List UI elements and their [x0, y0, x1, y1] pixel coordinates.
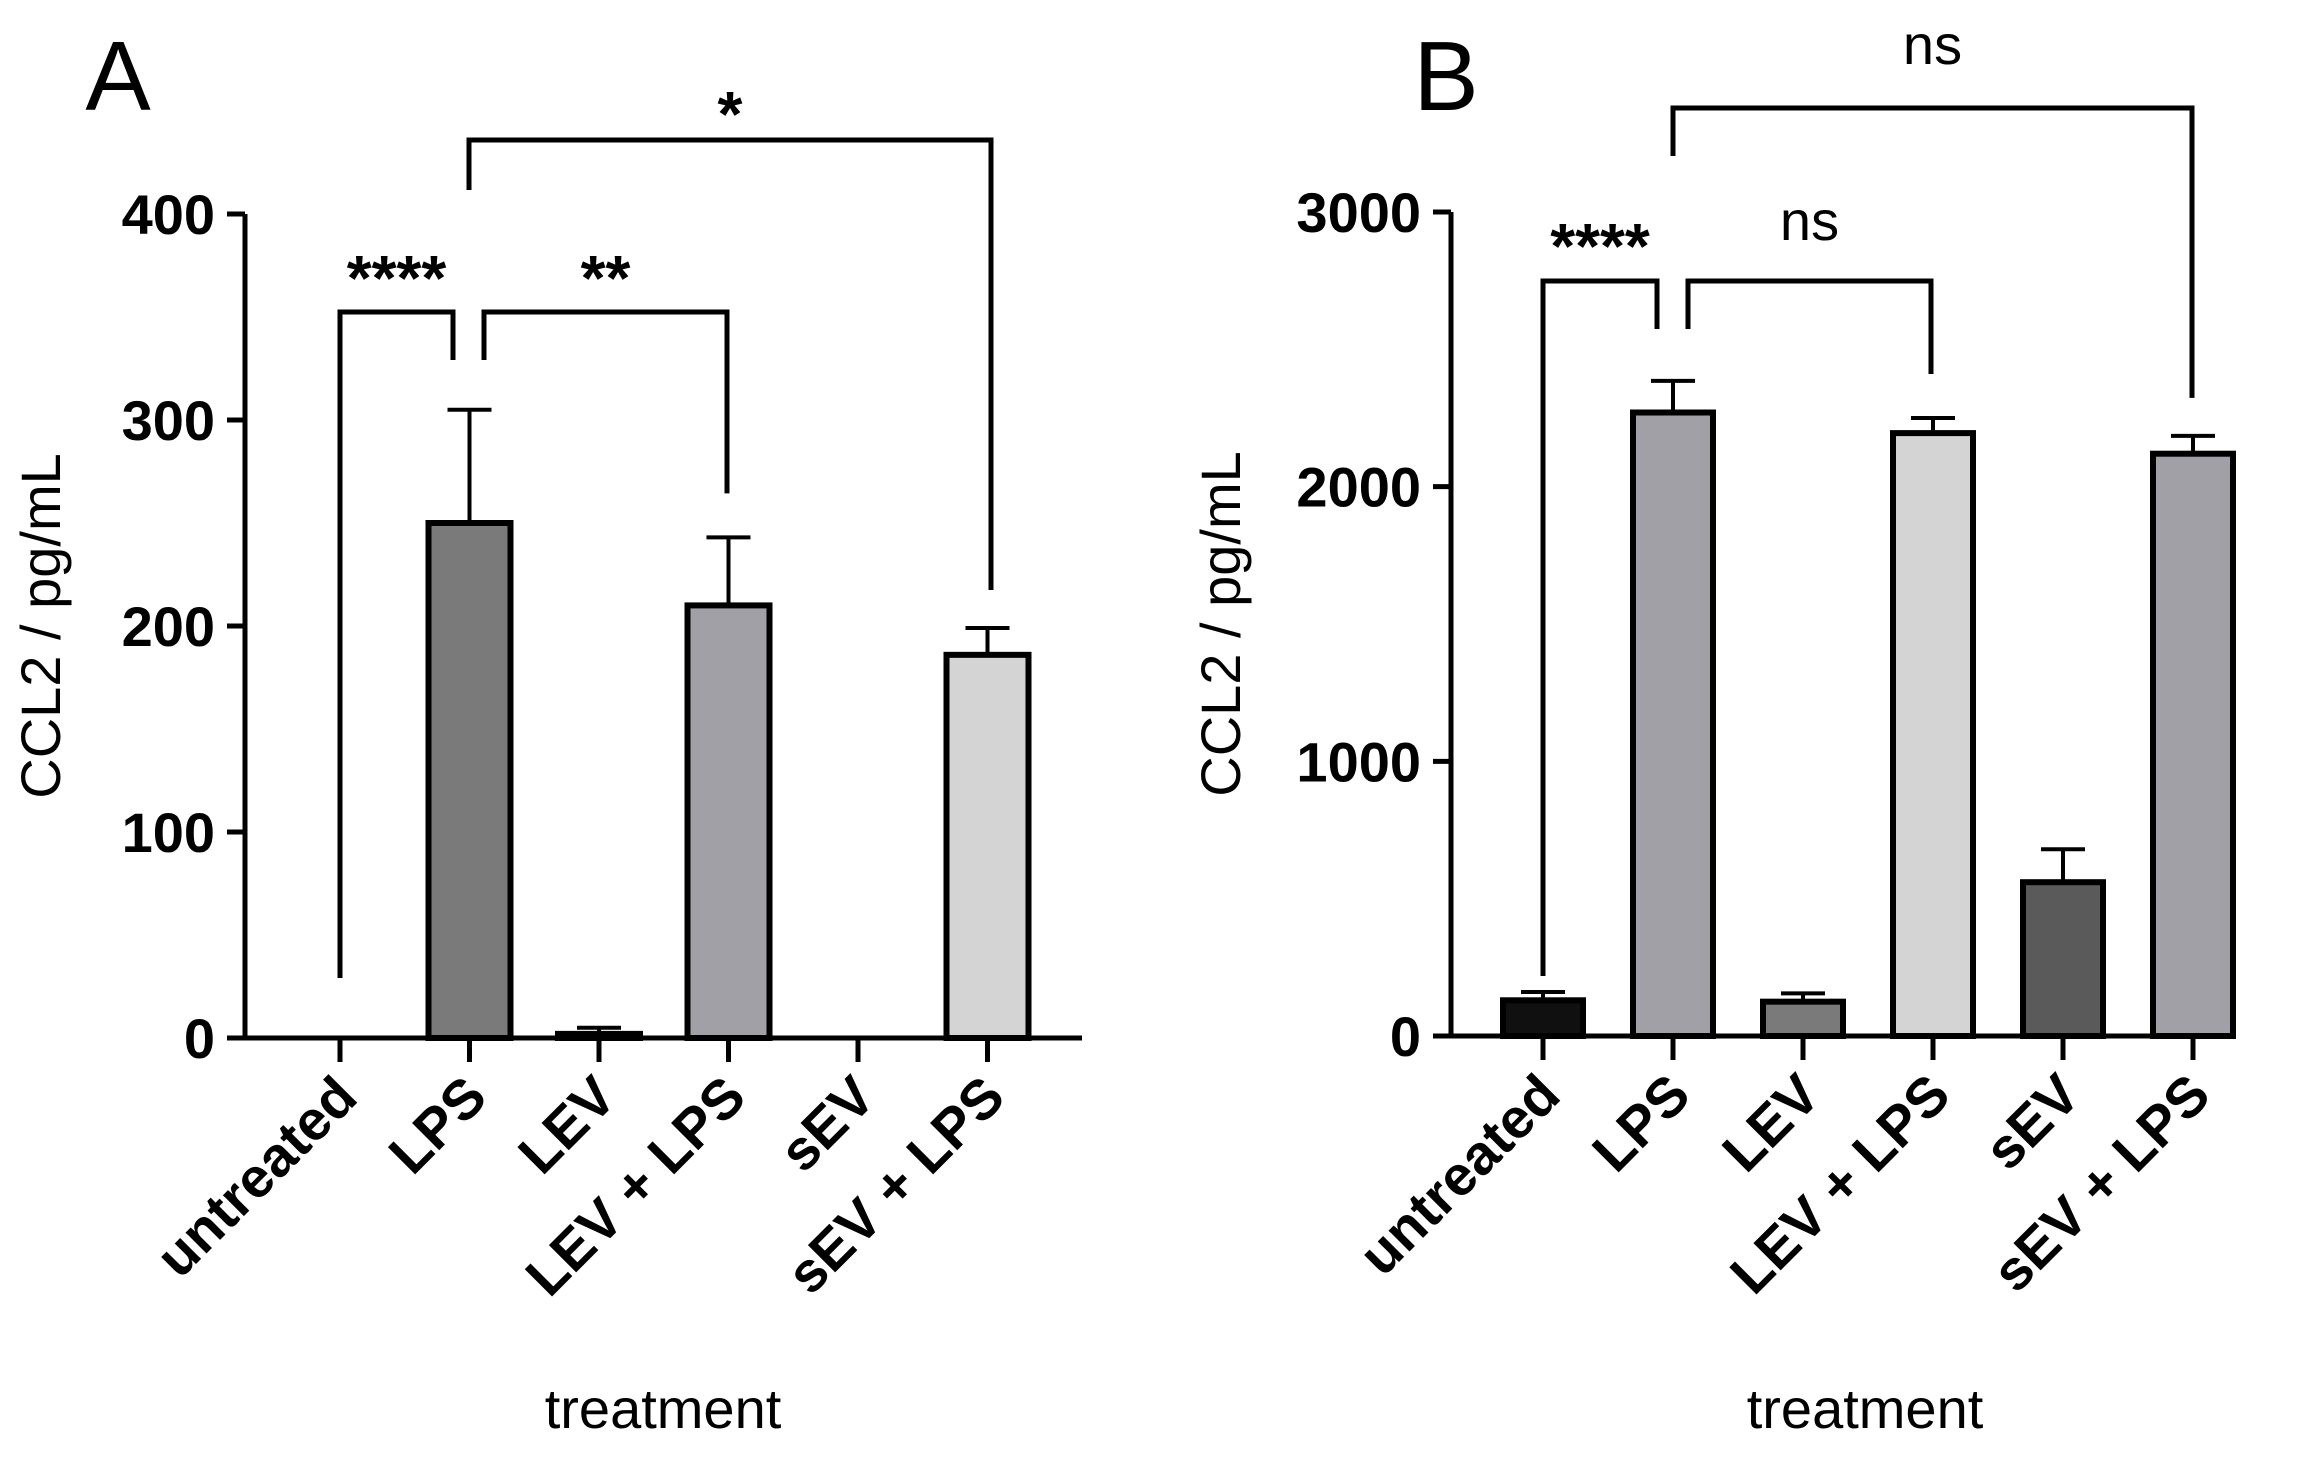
- y-tick-label: 2000: [1296, 456, 1421, 519]
- significance-label: ****: [347, 242, 447, 314]
- bar-sev-lps: [2150, 450, 2236, 1039]
- y-axis-title: CCL2 / pg/mL: [1189, 451, 1252, 797]
- category-label-lps: LPS: [376, 1064, 498, 1186]
- y-tick-label: 100: [122, 801, 215, 864]
- panel-label: A: [85, 21, 151, 131]
- x-axis-title: treatment: [545, 1377, 782, 1440]
- y-axis-title: CCL2 / pg/mL: [9, 453, 72, 799]
- bar-lev-lps: [1890, 430, 1976, 1039]
- y-tick-label: 3000: [1296, 181, 1421, 244]
- bar-sev-lps: [943, 651, 1032, 1042]
- category-label-untreated: untreated: [144, 1064, 369, 1289]
- significance-bracket: [1670, 105, 2195, 398]
- significance-bracket: [337, 309, 456, 978]
- category-label-lps: LPS: [1580, 1062, 1702, 1184]
- panel-a: A 0 100 200 300 400 CCL2 / pg/mL treatment untre…: [9, 21, 1082, 1440]
- y-tick-label: 400: [122, 183, 215, 246]
- significance-label: ns: [1780, 189, 1839, 252]
- significance-bracket: [466, 137, 994, 591]
- significance-label: *: [718, 78, 743, 150]
- bar-sev: [2020, 879, 2106, 1039]
- significance-bracket: [481, 309, 730, 494]
- y-tick-label: 1000: [1296, 730, 1421, 793]
- panel-label: B: [1413, 21, 1478, 131]
- category-label-sev: sEV: [1972, 1062, 2091, 1181]
- x-axis-title: treatment: [1747, 1377, 1984, 1440]
- bar-lps: [425, 520, 514, 1041]
- category-label-untreated: untreated: [1347, 1062, 1572, 1287]
- bar-lev-lps: [684, 602, 773, 1042]
- significance-bracket: [1685, 278, 1934, 374]
- bar-untreated: [1500, 997, 1586, 1039]
- y-tick-label: 0: [1390, 1005, 1421, 1068]
- significance-label: ns: [1903, 13, 1962, 76]
- y-tick-label: 300: [122, 389, 215, 452]
- panel-b: B 0 1000 2000 3000 CCL2 / pg/mL treatment untre…: [1189, 13, 2236, 1440]
- y-tick-label: 200: [122, 595, 215, 658]
- bar-lev: [1760, 998, 1846, 1040]
- y-tick-label: 0: [184, 1007, 215, 1070]
- significance-label: ****: [1550, 210, 1650, 282]
- bar-lev: [555, 1030, 643, 1042]
- significance-label: **: [581, 242, 631, 314]
- significance-bracket: [1540, 278, 1660, 976]
- bar-lps: [1630, 409, 1716, 1039]
